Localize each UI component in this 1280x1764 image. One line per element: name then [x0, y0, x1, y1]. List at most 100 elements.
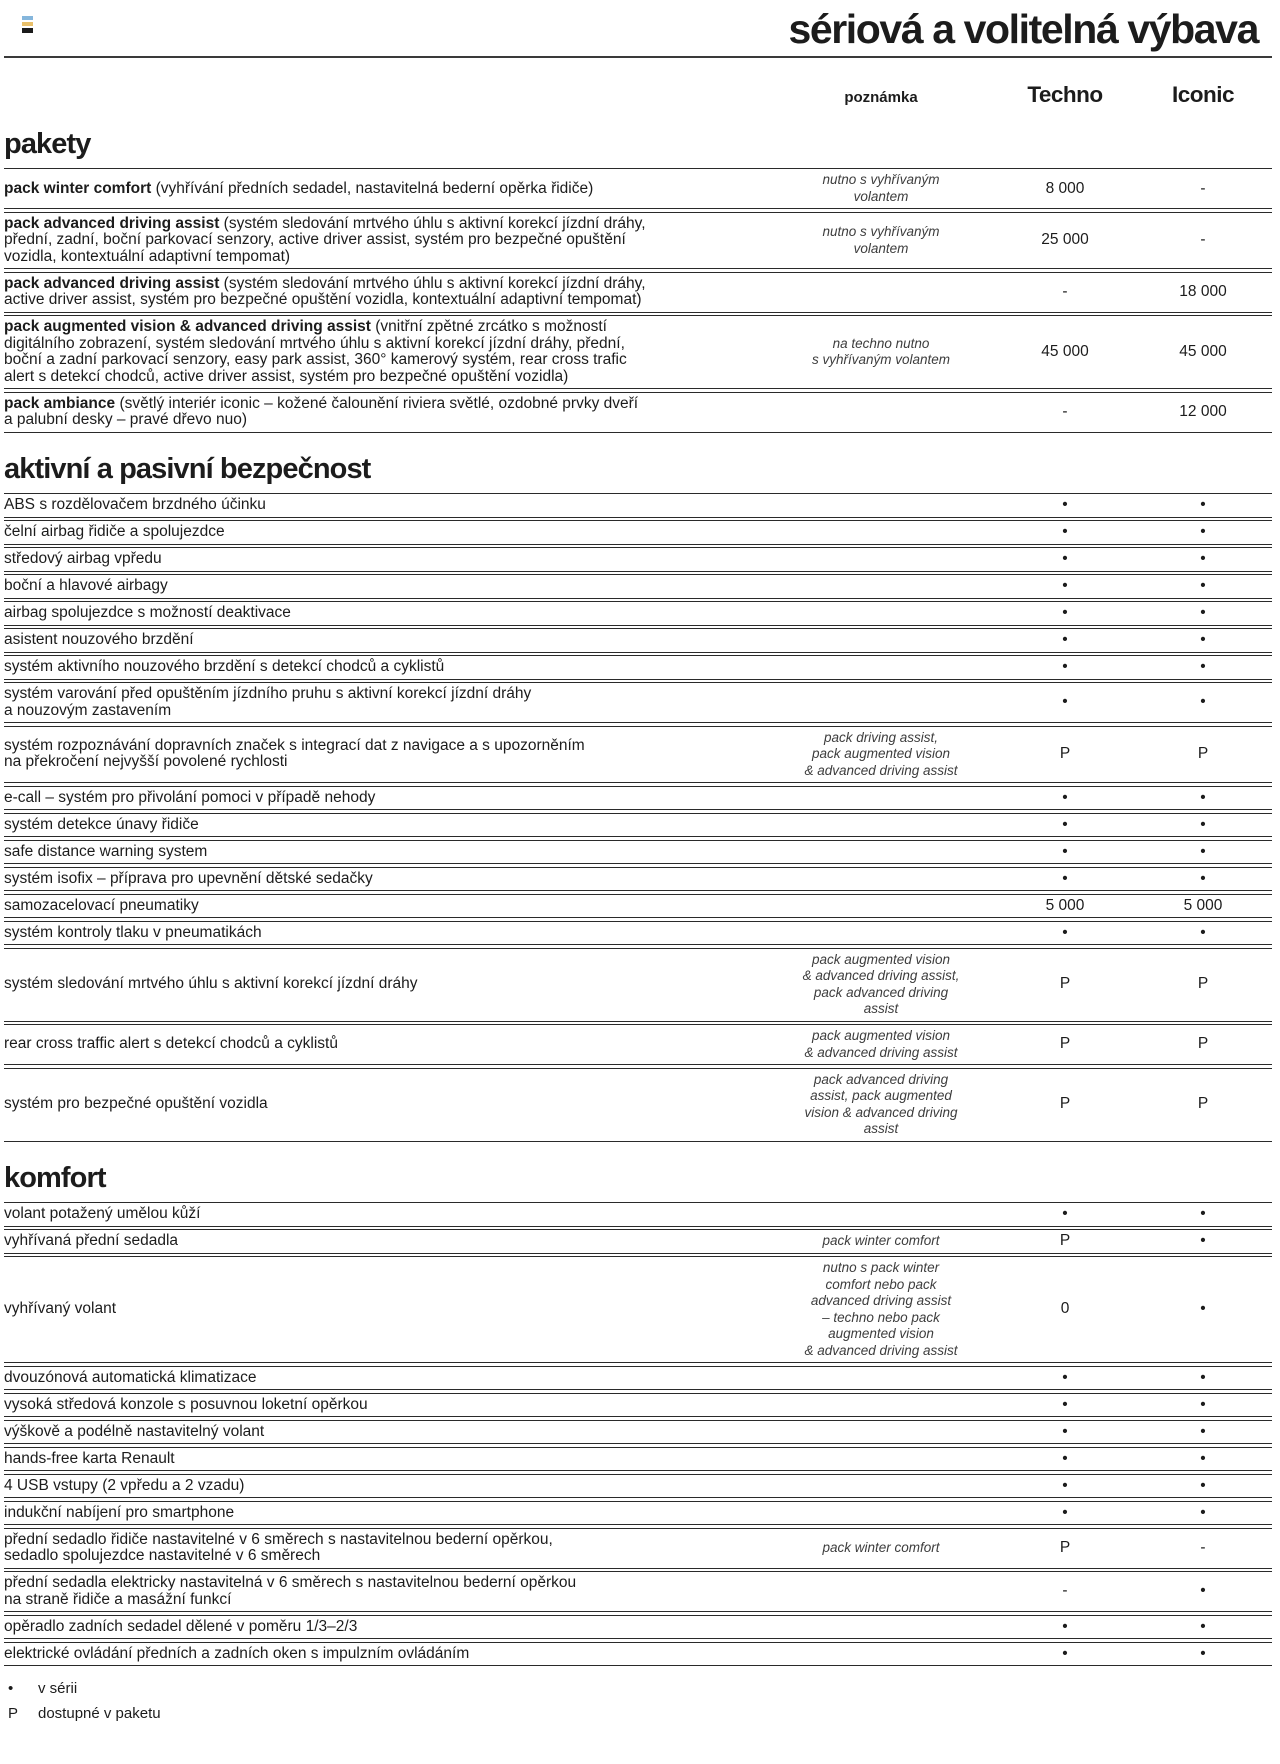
table-row: safe distance warning system • •: [4, 839, 1272, 865]
row-value-techno: 45 000: [1041, 343, 1089, 361]
row-note: [766, 878, 996, 880]
row-value-techno: •: [1062, 523, 1068, 541]
row-value-iconic: 45 000: [1179, 343, 1227, 361]
table-row: vyhřívaná přední sedadla pack winter com…: [4, 1229, 1272, 1254]
row-name-rest: asistent nouzového brzdění: [4, 631, 194, 649]
row-name-rest: systém aktivního nouzového brzdění s det…: [4, 658, 445, 676]
row-name: boční a hlavové airbagy: [4, 577, 766, 596]
row-name-rest: vysoká středová konzole s posuvnou loket…: [4, 1395, 368, 1413]
row-value-iconic: P: [1197, 975, 1209, 993]
row-value-iconic: •: [1200, 1617, 1206, 1635]
row-value-iconic: •: [1200, 1476, 1206, 1494]
row-value-iconic: •: [1200, 923, 1206, 941]
row-value-iconic: •: [1200, 1422, 1206, 1440]
row-value-iconic: 12 000: [1179, 403, 1227, 421]
row-name-bold: pack augmented vision & advanced driving…: [4, 318, 371, 336]
legend-item: • v sérii: [4, 1676, 1272, 1701]
column-headers: poznámka Techno Iconic: [4, 82, 1272, 108]
section-rows: pack winter comfort (vyhřívání předních …: [4, 168, 1272, 433]
row-note: pack winter comfort: [822, 1233, 940, 1249]
row-value-techno: •: [1062, 1617, 1068, 1635]
row-note: na techno nutno s vyhřívaným volantem: [811, 335, 951, 368]
row-name-bold: pack winter comfort: [4, 179, 152, 197]
row-value-techno: P: [1059, 1095, 1071, 1113]
row-value-techno: •: [1062, 1476, 1068, 1494]
legend-label: dostupné v paketu: [38, 1704, 161, 1722]
logo-stripe-black: [22, 28, 33, 33]
row-name-rest: vyhřívaný volant: [4, 1300, 116, 1318]
legend-symbol: P: [8, 1704, 19, 1722]
row-name: dvouzónová automatická klimatizace: [4, 1369, 766, 1388]
row-value-iconic: 18 000: [1179, 283, 1227, 301]
brand-logo: [22, 16, 33, 33]
table-row: systém kontroly tlaku v pneumatikách • •: [4, 920, 1272, 946]
row-name-rest: přední sedadla elektricky nastavitelná v…: [4, 1574, 577, 1608]
row-value-iconic: •: [1200, 1449, 1206, 1467]
section-rows: volant potažený umělou kůží • • vyhřívan…: [4, 1202, 1272, 1667]
row-note: [766, 531, 996, 533]
table-row: systém detekce únavy řidiče • •: [4, 812, 1272, 838]
row-name-rest: systém detekce únavy řidiče: [4, 815, 199, 833]
row-value-iconic: 5 000: [1183, 896, 1223, 914]
row-name-rest: výškově a podélně nastavitelný volant: [4, 1422, 265, 1440]
row-note: [766, 1653, 996, 1655]
table-row: dvouzónová automatická klimatizace • •: [4, 1365, 1272, 1391]
row-name: vyhřívaný volant: [4, 1300, 766, 1319]
row-name-rest: systém isofix – příprava pro upevnění dě…: [4, 869, 373, 887]
row-note: [766, 1458, 996, 1460]
row-note: [766, 702, 996, 704]
row-name-rest: indukční nabíjení pro smartphone: [4, 1503, 235, 1521]
legend-symbol: •: [8, 1680, 14, 1698]
row-note: [766, 905, 996, 907]
row-value-techno: 0: [1060, 1300, 1070, 1318]
row-note: pack driving assist, pack augmented visi…: [804, 729, 958, 778]
row-name: vysoká středová konzole s posuvnou loket…: [4, 1396, 766, 1415]
row-name-bold: pack ambiance: [4, 394, 116, 412]
row-value-iconic: •: [1200, 693, 1206, 711]
row-name-rest: (systém sledování mrtvého úhlu s aktivní…: [4, 274, 646, 309]
row-name-bold: pack advanced driving assist: [4, 274, 220, 292]
row-name: pack advanced driving assist (systém sle…: [4, 275, 766, 310]
row-note: [766, 932, 996, 934]
table-row: systém sledování mrtvého úhlu s aktivní …: [4, 947, 1272, 1022]
table-row: airbag spolujezdce s možností deaktivace…: [4, 601, 1272, 626]
row-name-rest: vyhřívaná přední sedadla: [4, 1232, 179, 1250]
row-name: systém sledování mrtvého úhlu s aktivní …: [4, 975, 766, 994]
row-value-techno: •: [1062, 658, 1068, 676]
row-value-techno: P: [1059, 1035, 1071, 1053]
row-name: pack augmented vision & advanced driving…: [4, 318, 766, 386]
row-value-iconic: •: [1200, 577, 1206, 595]
row-name-rest: čelní airbag řidiče a spolujezdce: [4, 523, 225, 541]
row-name: systém kontroly tlaku v pneumatikách: [4, 924, 766, 943]
row-value-iconic: •: [1200, 1503, 1206, 1521]
row-note: pack advanced driving assist, pack augme…: [804, 1071, 958, 1137]
row-name-rest: opěradlo zadních sedadel dělené v poměru…: [4, 1617, 358, 1635]
table-row: systém isofix – příprava pro upevnění dě…: [4, 866, 1272, 892]
row-value-iconic: •: [1200, 1232, 1206, 1250]
logo-stripe-blue: [22, 16, 33, 20]
row-value-iconic: •: [1200, 1582, 1206, 1600]
row-note: [766, 1485, 996, 1487]
table-row: systém pro bezpečné opuštění vozidla pac…: [4, 1067, 1272, 1142]
row-name-rest: elektrické ovládání předních a zadních o…: [4, 1644, 470, 1662]
row-value-techno: •: [1062, 788, 1068, 806]
row-name-rest: safe distance warning system: [4, 842, 208, 860]
row-name: systém pro bezpečné opuštění vozidla: [4, 1095, 766, 1114]
row-name: volant potažený umělou kůží: [4, 1205, 766, 1224]
row-name-rest: systém varování před opuštěním jízdního …: [4, 685, 532, 719]
table-row: pack augmented vision & advanced driving…: [4, 315, 1272, 390]
row-value-iconic: •: [1200, 1395, 1206, 1413]
table-row: vysoká středová konzole s posuvnou loket…: [4, 1392, 1272, 1418]
section-rows: ABS s rozdělovačem brzdného účinku • • č…: [4, 493, 1272, 1142]
row-note: [766, 1626, 996, 1628]
row-value-iconic: •: [1200, 788, 1206, 806]
table-row: přední sedadla elektricky nastavitelná v…: [4, 1571, 1272, 1613]
row-name-rest: boční a hlavové airbagy: [4, 577, 168, 595]
row-name-rest: dvouzónová automatická klimatizace: [4, 1368, 257, 1386]
table-section: aktivní a pasivní bezpečnost ABS s rozdě…: [4, 453, 1272, 1142]
row-name-rest: rear cross traffic alert s detekcí chodc…: [4, 1035, 338, 1053]
row-value-iconic: •: [1200, 550, 1206, 568]
row-value-techno: •: [1062, 550, 1068, 568]
row-value-techno: •: [1062, 842, 1068, 860]
row-value-techno: 5 000: [1045, 896, 1085, 914]
